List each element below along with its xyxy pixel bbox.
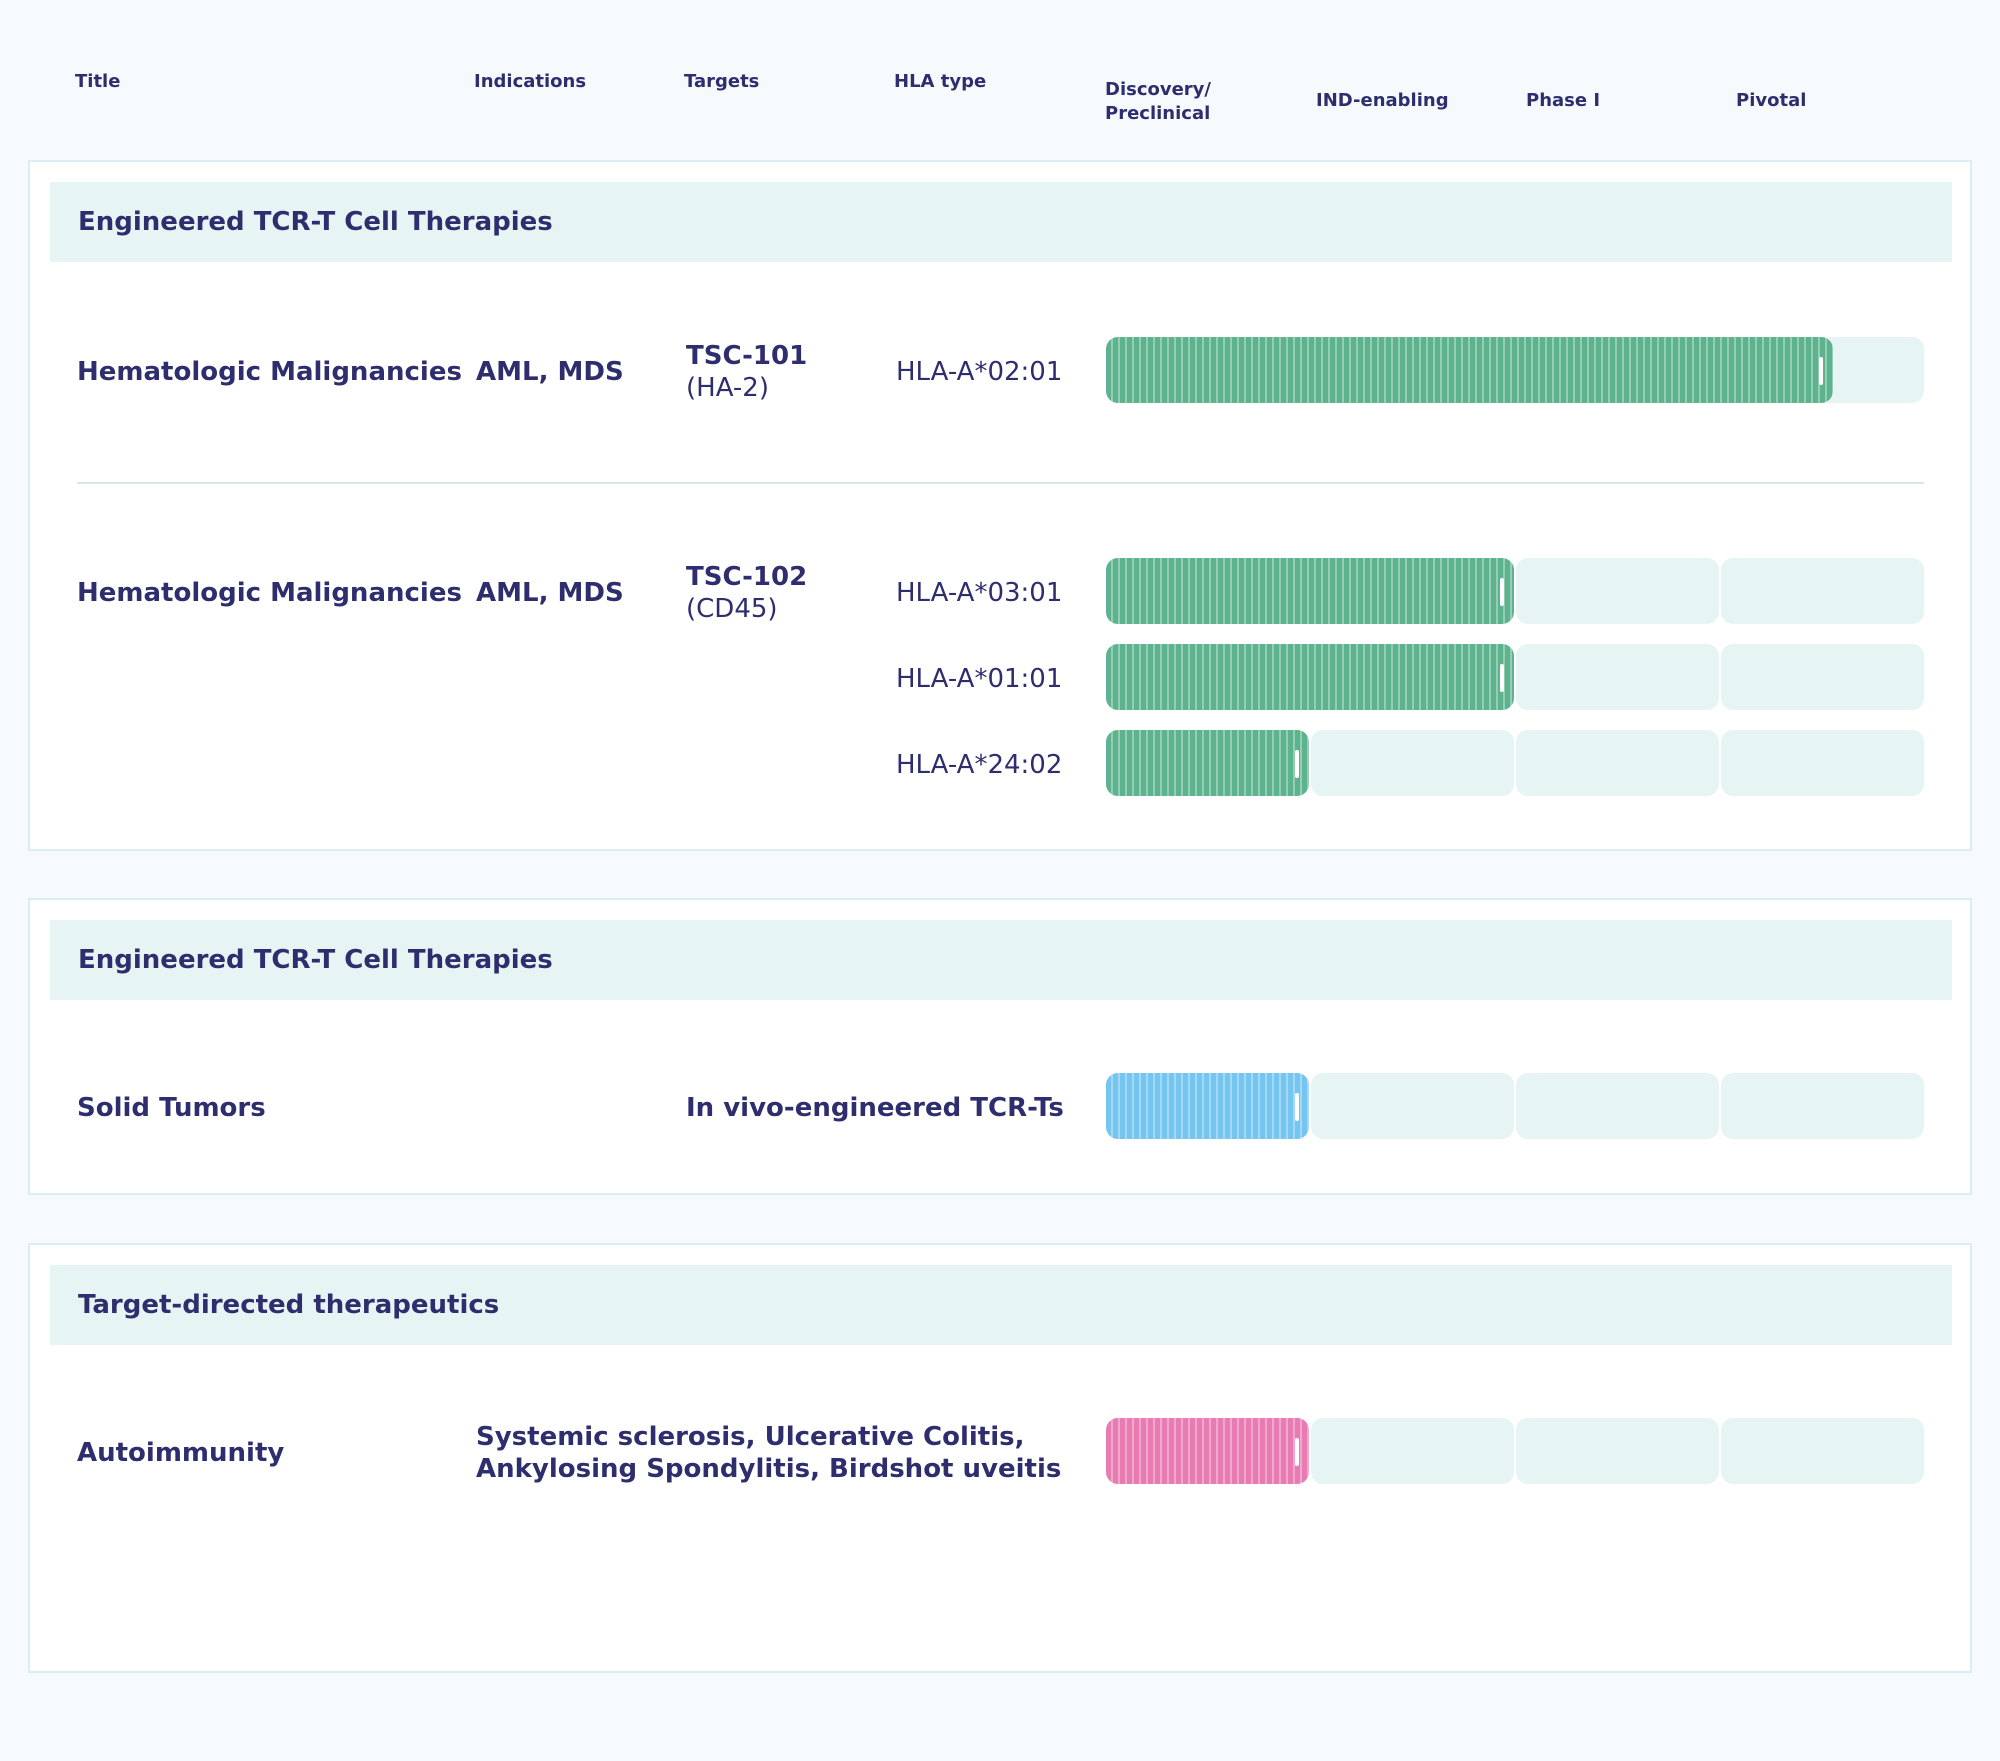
column-header-hla-type: HLA type [894,71,987,92]
progress-fill [1106,1073,1309,1139]
target-sub: (CD45) [686,594,778,624]
column-header-discovery-line1: Discovery/ [1105,79,1211,100]
progress-fill [1106,1418,1309,1484]
progress-marker [1295,1438,1299,1466]
column-header-phase-1: Phase I [1526,90,1601,111]
row-target: TSC-102 (CD45) [686,561,807,625]
row-indications: Systemic sclerosis, Ulcerative Colitis, … [476,1421,1061,1485]
section-card-tcr-t-hematologic: Engineered TCR-T Cell Therapies Hematolo… [28,160,1972,851]
target-name: TSC-101 [686,341,808,371]
column-header-title: Title [75,71,121,92]
stage-segment [1721,730,1924,796]
row-title: Hematologic Malignancies [77,578,462,608]
row-indications: AML, MDS [476,357,624,387]
section-header: Target-directed therapeutics [50,1265,1952,1345]
column-header-discovery-line2: Preclinical [1105,103,1211,124]
stage-segment [1311,1073,1514,1139]
progress-track [1106,1073,1924,1139]
section-header: Engineered TCR-T Cell Therapies [50,920,1952,1000]
progress-track [1106,1418,1924,1484]
stage-segment [1516,558,1719,624]
stage-segment [1721,558,1924,624]
row-hla-type: HLA-A*03:01 [896,578,1063,608]
progress-marker [1819,357,1823,385]
column-header-ind-enabling: IND-enabling [1316,90,1449,111]
section-card-target-directed: Target-directed therapeutics Autoimmunit… [28,1243,1972,1673]
stage-segment [1721,1418,1924,1484]
progress-track [1106,730,1924,796]
stage-segment [1311,730,1514,796]
row-hla-type: HLA-A*24:02 [896,750,1063,780]
section-title: Engineered TCR-T Cell Therapies [78,945,553,975]
target-name: TSC-102 [686,562,808,592]
section-title: Engineered TCR-T Cell Therapies [78,207,553,237]
progress-marker [1295,750,1299,778]
row-hla-type: HLA-A*01:01 [896,664,1063,694]
row-title: Autoimmunity [77,1438,285,1468]
row-targets: In vivo-engineered TCR-Ts [686,1093,1064,1123]
stage-segment [1516,1073,1719,1139]
section-card-tcr-t-solid: Engineered TCR-T Cell Therapies Solid Tu… [28,898,1972,1195]
progress-fill [1106,337,1833,403]
column-header-pivotal: Pivotal [1736,90,1807,111]
progress-marker [1500,664,1504,692]
row-title: Hematologic Malignancies [77,357,462,387]
row-title: Solid Tumors [77,1093,266,1123]
progress-track [1106,337,1924,403]
stage-segment [1516,644,1719,710]
progress-marker [1500,578,1504,606]
progress-fill [1106,644,1514,710]
stage-segment [1721,644,1924,710]
stage-segment [1311,1418,1514,1484]
column-header-indications: Indications [474,71,587,92]
stage-segment [1721,1073,1924,1139]
row-divider [77,482,1924,484]
row-target: TSC-101 (HA-2) [686,340,807,404]
progress-fill [1106,730,1309,796]
progress-fill [1106,558,1514,624]
progress-track [1106,644,1924,710]
section-header: Engineered TCR-T Cell Therapies [50,182,1952,262]
indications-line1: Systemic sclerosis, Ulcerative Colitis, [476,1422,1025,1452]
target-sub: (HA-2) [686,373,769,403]
column-header-targets: Targets [684,71,760,92]
row-indications: AML, MDS [476,578,624,608]
section-title: Target-directed therapeutics [78,1290,500,1320]
stage-segment [1516,1418,1719,1484]
indications-line2: Ankylosing Spondylitis, Birdshot uveitis [476,1454,1062,1484]
row-hla-type: HLA-A*02:01 [896,357,1063,387]
progress-track [1106,558,1924,624]
column-header-discovery: Discovery/ Preclinical [1105,78,1211,126]
progress-marker [1295,1093,1299,1121]
stage-segment [1516,730,1719,796]
